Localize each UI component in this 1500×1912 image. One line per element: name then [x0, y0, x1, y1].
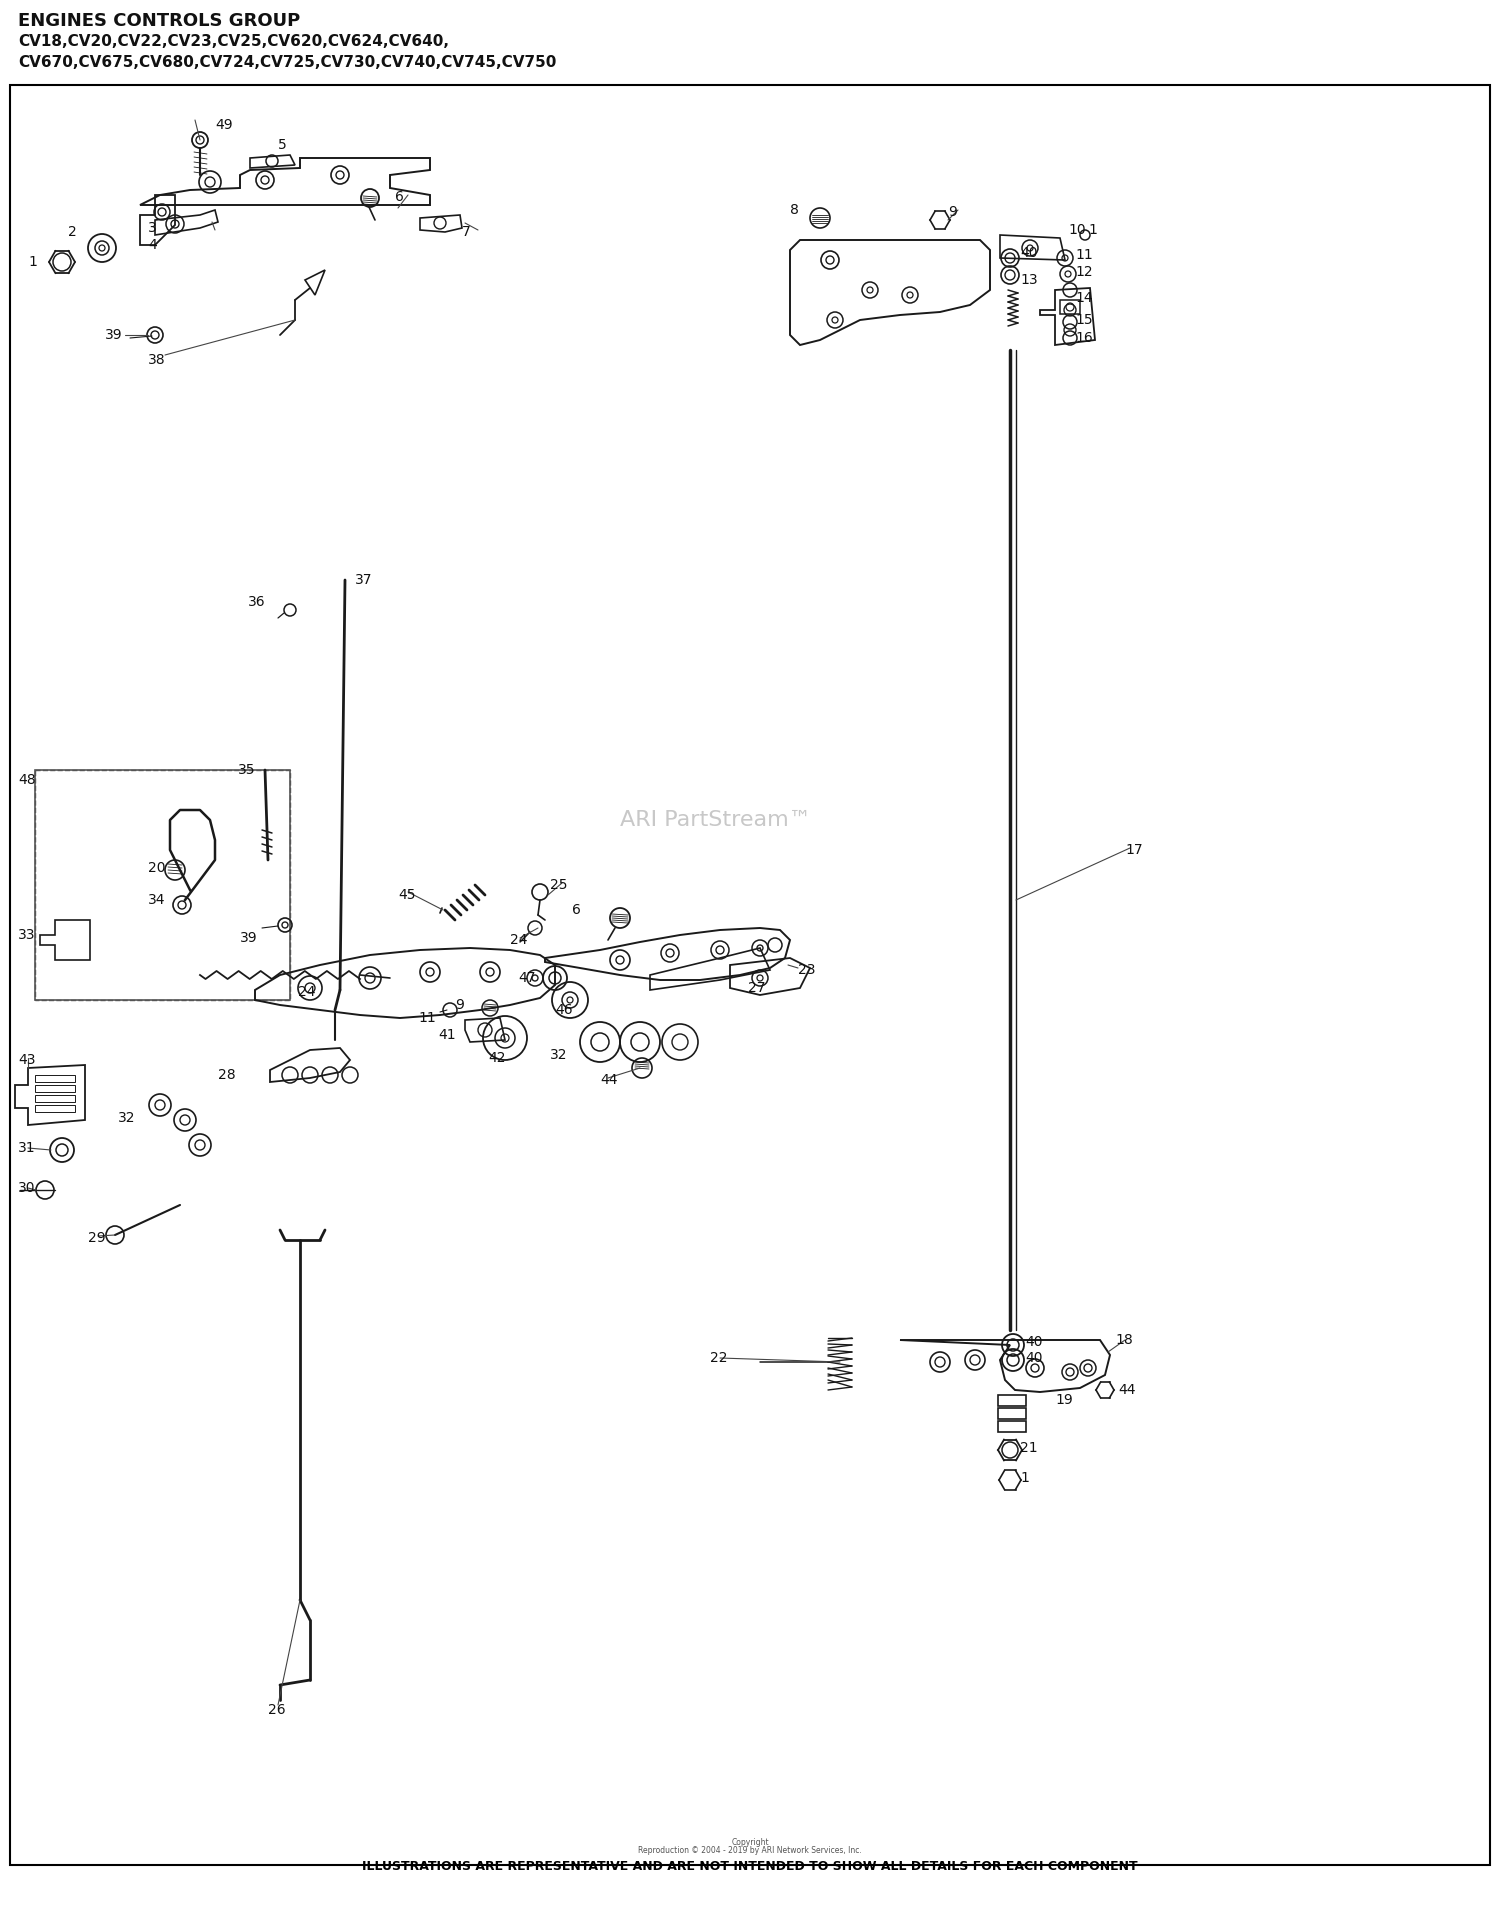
- Bar: [34, 1075, 75, 1082]
- Text: 4: 4: [148, 237, 156, 252]
- Text: CV670,CV675,CV680,CV724,CV725,CV730,CV740,CV745,CV750: CV670,CV675,CV680,CV724,CV725,CV730,CV74…: [18, 55, 556, 71]
- Text: 26: 26: [268, 1704, 285, 1717]
- Text: 31: 31: [18, 1141, 36, 1155]
- Text: 11: 11: [1076, 249, 1092, 262]
- Text: ILLUSTRATIONS ARE REPRESENTATIVE AND ARE NOT INTENDED TO SHOW ALL DETAILS FOR EA: ILLUSTRATIONS ARE REPRESENTATIVE AND ARE…: [362, 1860, 1138, 1874]
- Text: 47: 47: [518, 971, 536, 985]
- Text: 21: 21: [1020, 1442, 1038, 1455]
- Text: ENGINES CONTROLS GROUP: ENGINES CONTROLS GROUP: [18, 11, 300, 31]
- Text: 36: 36: [248, 595, 266, 610]
- Text: 2: 2: [68, 226, 76, 239]
- Text: 46: 46: [555, 1004, 573, 1017]
- Text: 19: 19: [1054, 1394, 1072, 1407]
- Text: 33: 33: [18, 927, 36, 943]
- Text: 42: 42: [488, 1052, 506, 1065]
- Text: 24: 24: [510, 933, 528, 946]
- Bar: [34, 1096, 75, 1101]
- Text: 11: 11: [419, 1011, 435, 1025]
- Text: 49: 49: [214, 119, 232, 132]
- Text: CV18,CV20,CV22,CV23,CV25,CV620,CV624,CV640,: CV18,CV20,CV22,CV23,CV25,CV620,CV624,CV6…: [18, 34, 448, 50]
- Text: 20: 20: [148, 860, 165, 876]
- Bar: [34, 1105, 75, 1113]
- Text: 41: 41: [438, 1029, 456, 1042]
- Text: 15: 15: [1076, 314, 1092, 327]
- Text: 29: 29: [88, 1231, 105, 1245]
- Bar: [998, 1396, 1026, 1405]
- Text: 48: 48: [18, 772, 36, 788]
- Text: 37: 37: [356, 574, 372, 587]
- Text: 32: 32: [550, 1048, 567, 1061]
- Text: 44: 44: [600, 1073, 618, 1088]
- Text: 44: 44: [1118, 1382, 1136, 1398]
- Text: 1: 1: [1088, 224, 1096, 237]
- Text: 23: 23: [798, 964, 816, 977]
- Text: 38: 38: [148, 354, 165, 367]
- Text: 43: 43: [18, 1054, 36, 1067]
- Text: 14: 14: [1076, 291, 1092, 306]
- Text: 39: 39: [240, 931, 258, 945]
- Text: 30: 30: [18, 1182, 36, 1195]
- Text: 3: 3: [148, 222, 156, 235]
- Text: Reproduction © 2004 - 2019 by ARI Network Services, Inc.: Reproduction © 2004 - 2019 by ARI Networ…: [638, 1845, 862, 1855]
- Bar: [34, 1084, 75, 1092]
- Text: 28: 28: [217, 1069, 236, 1082]
- Text: 5: 5: [278, 138, 286, 151]
- Text: 10: 10: [1068, 224, 1086, 237]
- Text: 32: 32: [118, 1111, 135, 1124]
- Text: ARI PartStream™: ARI PartStream™: [620, 811, 812, 830]
- Text: 40: 40: [1024, 1352, 1042, 1365]
- Text: 1: 1: [1020, 1470, 1029, 1486]
- Text: 39: 39: [105, 329, 123, 342]
- Text: 17: 17: [1125, 843, 1143, 857]
- Text: 6: 6: [572, 902, 580, 918]
- Bar: [998, 1407, 1026, 1419]
- Text: 7: 7: [462, 226, 471, 239]
- Text: 40: 40: [1024, 1335, 1042, 1350]
- Text: 22: 22: [710, 1352, 728, 1365]
- Text: 16: 16: [1076, 331, 1092, 344]
- Text: 24: 24: [298, 985, 315, 998]
- Text: 1: 1: [28, 254, 38, 270]
- Text: 9: 9: [948, 205, 957, 220]
- Text: 18: 18: [1114, 1333, 1132, 1346]
- Bar: [998, 1421, 1026, 1432]
- Text: 45: 45: [398, 887, 416, 902]
- Text: 9: 9: [454, 998, 464, 1011]
- Text: 6: 6: [394, 189, 404, 205]
- Text: 12: 12: [1076, 266, 1092, 279]
- Text: 34: 34: [148, 893, 165, 906]
- Text: 40: 40: [1020, 247, 1038, 260]
- Text: 35: 35: [238, 763, 255, 776]
- Text: 27: 27: [748, 981, 765, 994]
- Text: Copyright: Copyright: [730, 1837, 770, 1847]
- Text: 13: 13: [1020, 273, 1038, 287]
- Text: 8: 8: [790, 203, 800, 216]
- Text: 25: 25: [550, 878, 567, 893]
